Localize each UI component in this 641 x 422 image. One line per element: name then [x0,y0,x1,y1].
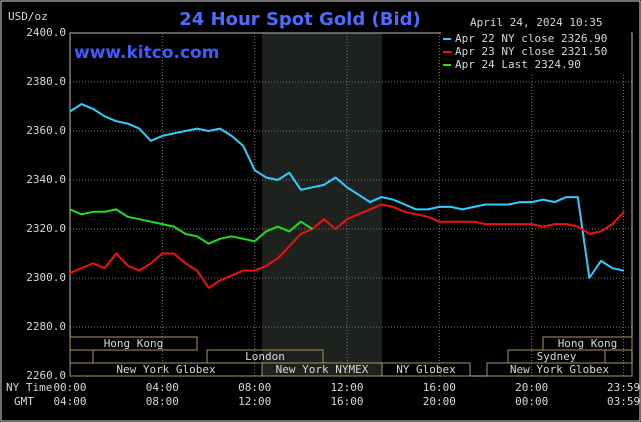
x-tick-label-gmt: 16:00 [330,395,363,408]
session-label: London [245,350,285,363]
series-line [69,208,313,245]
y-tick-label: 2400.0 [26,26,66,39]
session-label: New York Globex [116,363,216,376]
series-line [69,203,625,289]
x-tick-label-gmt: 03:59 [607,395,640,408]
x-tick-label: 04:00 [146,381,179,394]
session-label: New York NYMEX [276,363,369,376]
session-label: New York Globex [510,363,610,376]
timestamp: April 24, 2024 10:35 [470,16,602,29]
session-box [381,362,471,377]
x-tick-label: 20:00 [515,381,548,394]
x-tick-label-gmt: 20:00 [423,395,456,408]
nymex-shade [262,33,382,376]
x-tick-label-gmt: 00:00 [515,395,548,408]
session-box [486,362,633,377]
y-tick-label: 2360.0 [26,124,66,137]
session-label: Hong Kong [104,337,164,350]
y-tick-label: 2320.0 [26,222,66,235]
legend-label: Apr 24 Last 2324.90 [455,58,581,71]
x-tick-label-gmt: 12:00 [238,395,271,408]
session-label: NY Globex [396,363,456,376]
x-tick-label: 12:00 [330,381,363,394]
legend-label: Apr 22 NY close 2326.90 [455,32,607,45]
ny-time-label: NY Time [6,381,52,394]
series-line [69,103,625,279]
x-tick-label-gmt: 08:00 [146,395,179,408]
gmt-label: GMT [14,395,34,408]
unit-label: USD/oz [8,10,48,23]
y-tick-label: 2280.0 [26,320,66,333]
session-box [69,336,198,351]
legend-bg [441,31,631,73]
y-tick-label: 2340.0 [26,173,66,186]
site-label: www.kitco.com [74,43,219,63]
x-tick-label: 16:00 [423,381,456,394]
y-tick-label: 2300.0 [26,271,66,284]
y-tick-label: 2260.0 [26,369,66,382]
x-tick-label: 00:00 [53,381,86,394]
session-label: Sydney [537,350,577,363]
y-tick-label: 2380.0 [26,75,66,88]
x-tick-label-gmt: 04:00 [53,395,86,408]
x-tick-label: 08:00 [238,381,271,394]
legend-label: Apr 23 NY close 2321.50 [455,45,607,58]
session-label: Hong Kong [558,337,618,350]
chart-title: 24 Hour Spot Gold (Bid) [179,9,420,30]
x-tick-label: 23:59 [607,381,640,394]
